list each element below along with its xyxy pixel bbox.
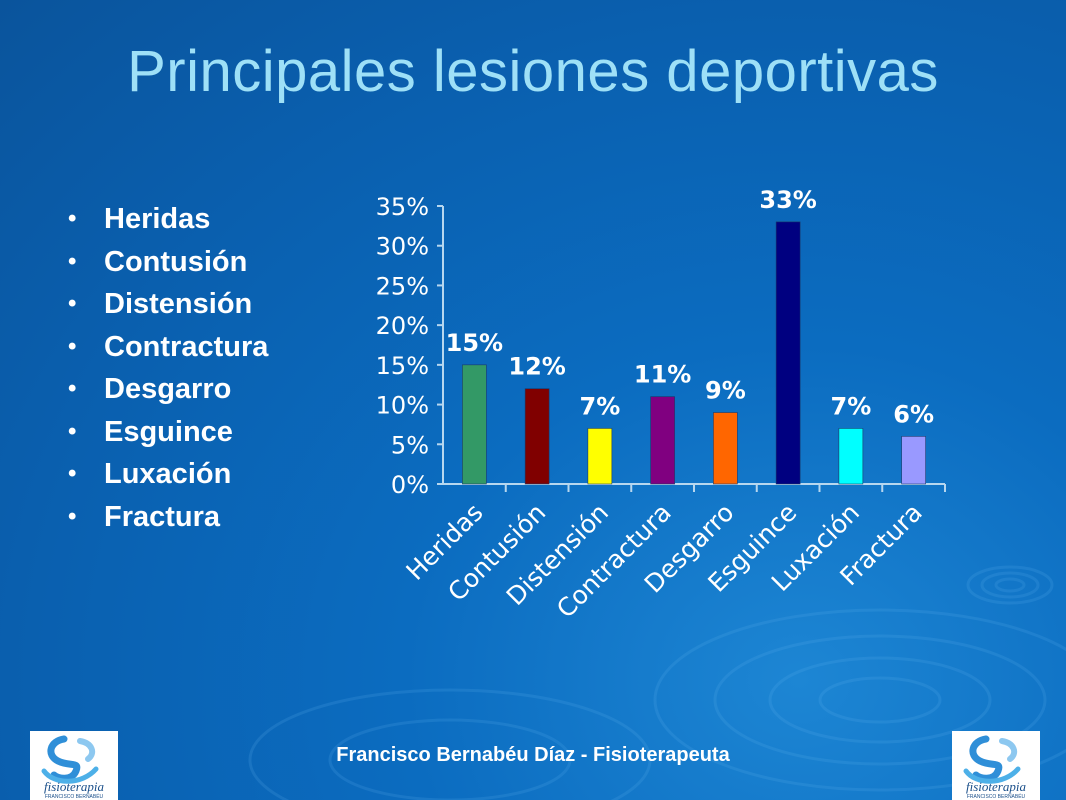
list-item: Contractura	[68, 326, 268, 369]
bar	[524, 388, 550, 485]
data-label: 12%	[508, 353, 565, 381]
bar	[838, 428, 864, 485]
y-tick-label: 15%	[376, 352, 429, 380]
y-tick-label: 35%	[376, 193, 429, 221]
data-label: 33%	[759, 186, 816, 214]
list-item: Heridas	[68, 198, 268, 241]
data-label: 15%	[446, 329, 503, 357]
injury-list: Heridas Contusión Distensión Contractura…	[68, 198, 268, 538]
svg-text:FRANCISCO BERNABÉU: FRANCISCO BERNABÉU	[967, 793, 1026, 800]
logo-left: fisioterapia FRANCISCO BERNABÉU	[30, 731, 118, 800]
data-label: 7%	[831, 392, 872, 420]
svg-text:FRANCISCO BERNABÉU: FRANCISCO BERNABÉU	[45, 793, 104, 800]
fisioterapia-logo-icon: fisioterapia FRANCISCO BERNABÉU	[963, 735, 1026, 800]
list-item: Contusión	[68, 241, 268, 284]
list-item: Esguince	[68, 411, 268, 454]
y-tick-label: 25%	[376, 272, 429, 300]
list-item: Desgarro	[68, 368, 268, 411]
bar	[901, 436, 926, 485]
logo-right: fisioterapia FRANCISCO BERNABÉU	[952, 731, 1040, 800]
bar	[587, 428, 613, 485]
fisioterapia-logo-icon: fisioterapia FRANCISCO BERNABÉU	[41, 735, 104, 800]
bar	[650, 396, 675, 485]
footer-author: Francisco Bernabéu Díaz - Fisioterapeuta	[336, 744, 730, 766]
list-item: Fractura	[68, 496, 268, 539]
bar	[775, 221, 801, 485]
list-item: Luxación	[68, 453, 268, 496]
data-label: 6%	[893, 400, 934, 428]
svg-text:fisioterapia: fisioterapia	[966, 779, 1026, 794]
y-tick-label: 10%	[376, 392, 429, 420]
data-label: 11%	[634, 361, 691, 389]
y-tick-label: 30%	[376, 233, 429, 261]
y-tick-label: 20%	[376, 312, 429, 340]
y-tick-label: 0%	[391, 471, 429, 499]
svg-text:fisioterapia: fisioterapia	[44, 779, 104, 794]
y-tick-label: 5%	[391, 431, 429, 459]
bar-chart: 0%5%10%15%20%25%30%35%15%Heridas12%Contu…	[376, 186, 946, 624]
bar	[713, 412, 738, 485]
slide-title: Principales lesiones deportivas	[127, 39, 939, 104]
data-label: 9%	[705, 377, 746, 405]
data-label: 7%	[580, 392, 621, 420]
bar	[462, 364, 487, 485]
list-item: Distensión	[68, 283, 268, 326]
